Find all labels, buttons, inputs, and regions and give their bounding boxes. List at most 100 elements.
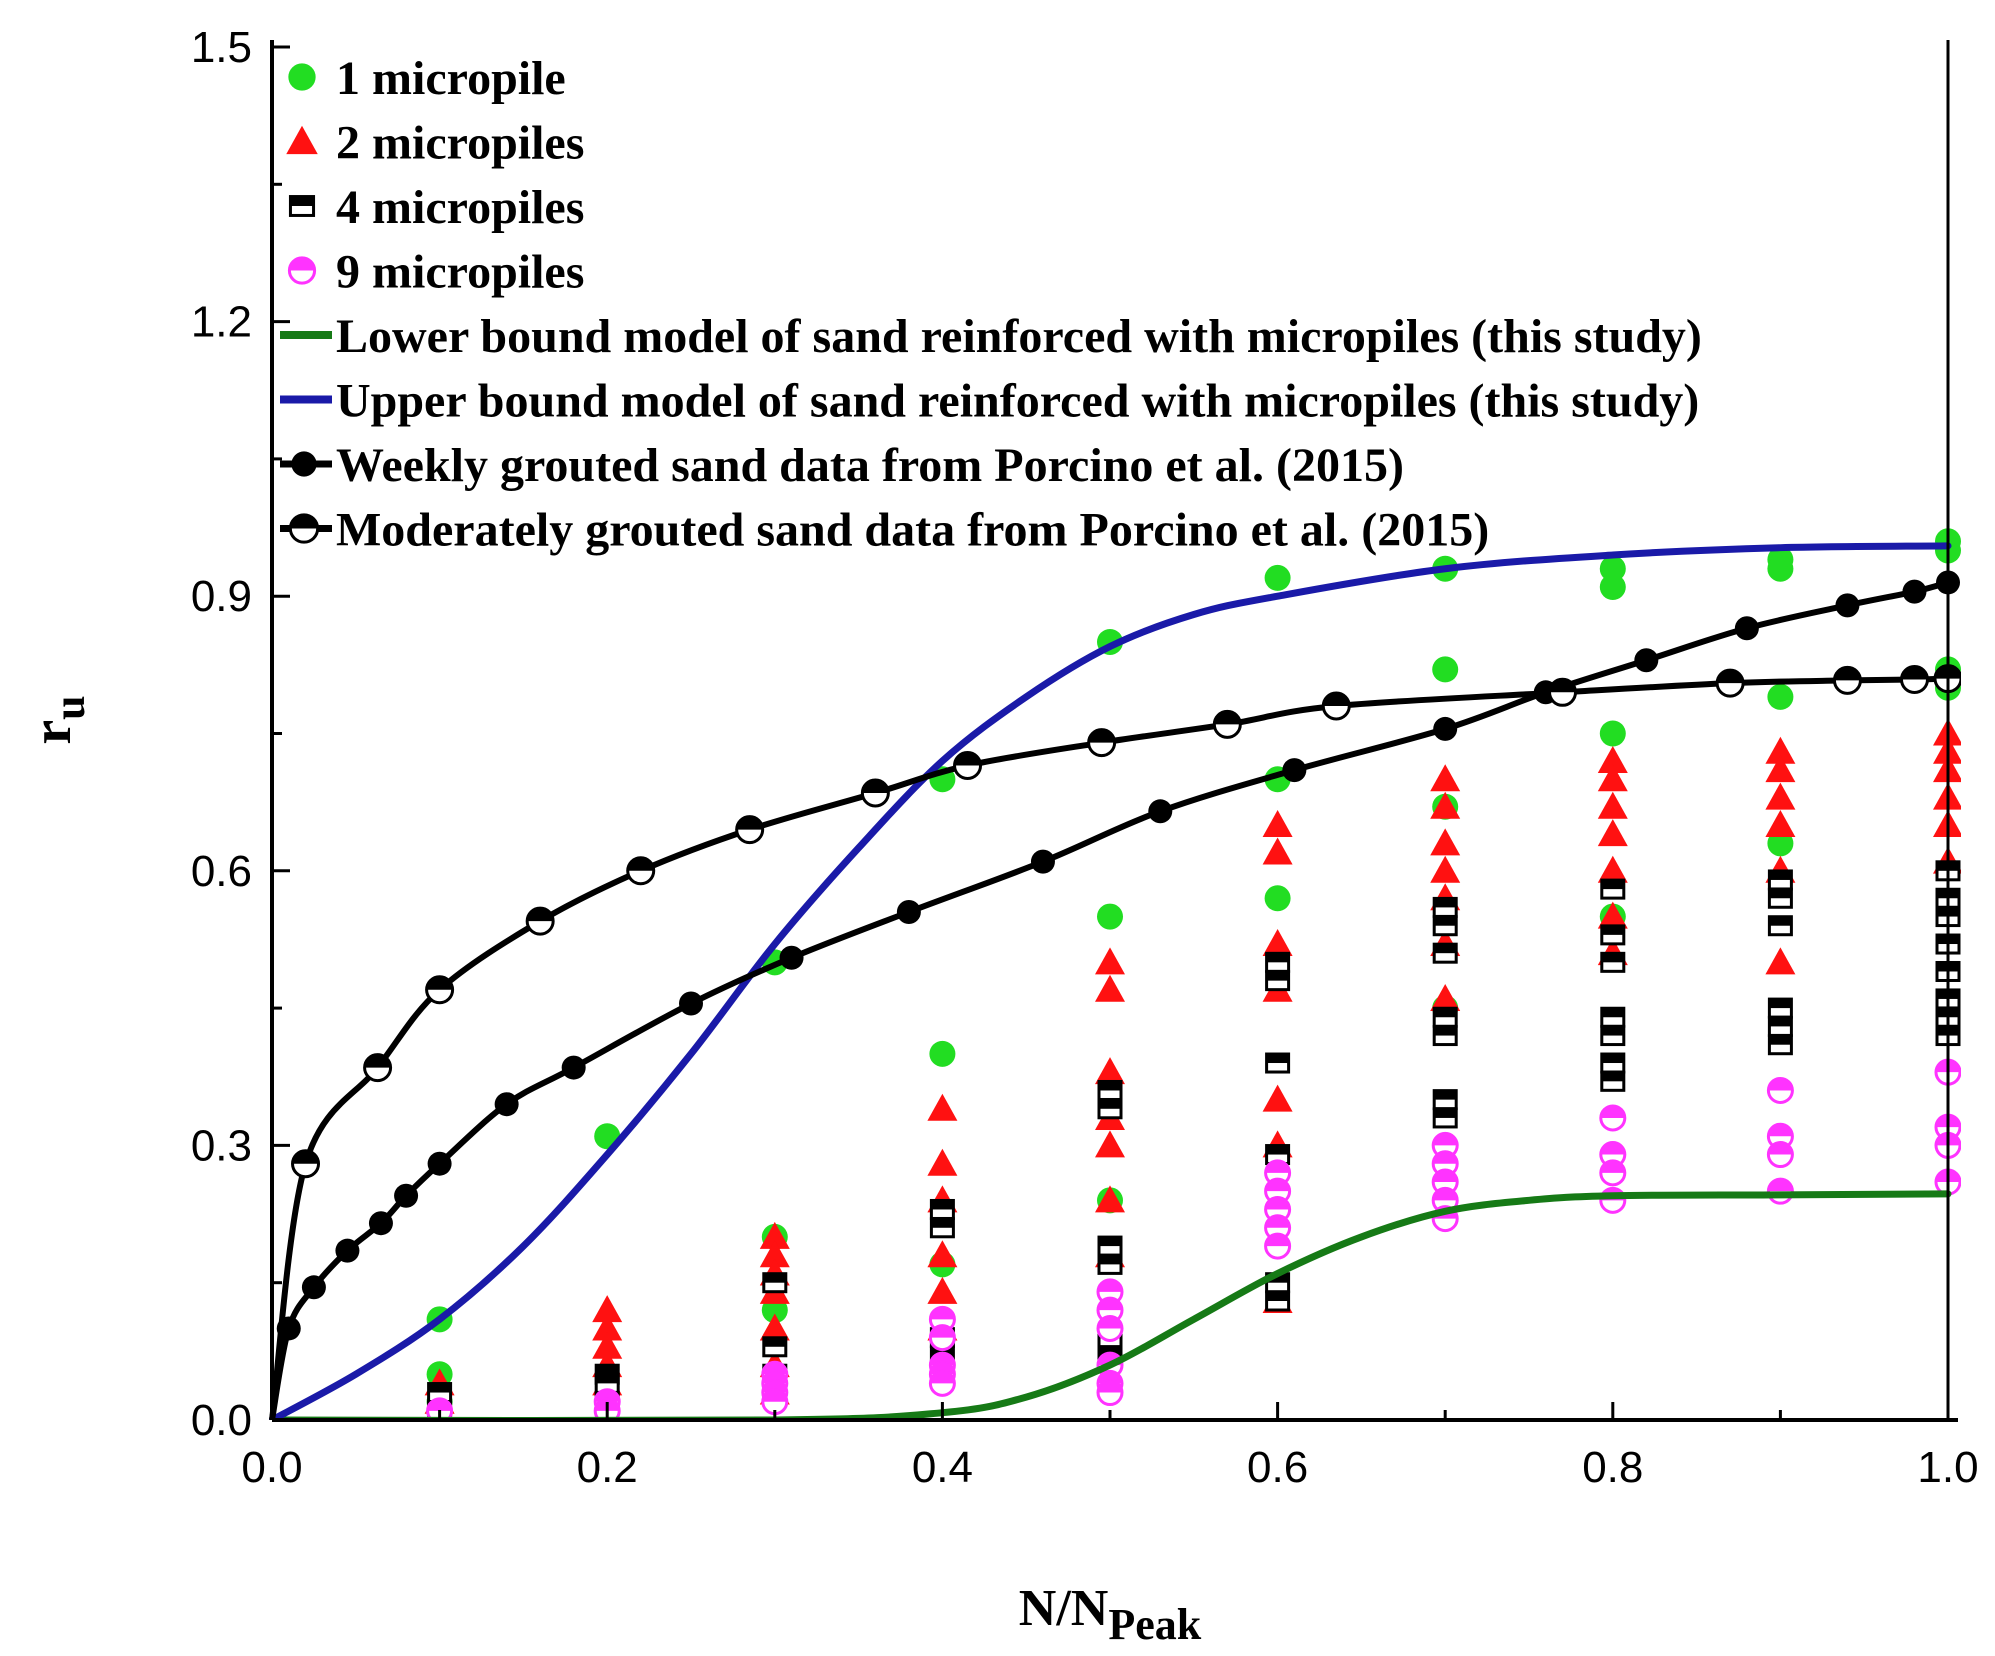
data-point-circle-9 xyxy=(929,1040,956,1067)
data-point-triangle-11-shape xyxy=(759,1313,790,1341)
y-axis-title-subscript: u xyxy=(45,695,94,719)
line-marker-half-circle-7-fill xyxy=(862,779,889,793)
data-point-circle-half-11 xyxy=(928,1369,956,1397)
line-marker-half-circle-13-fill xyxy=(1717,670,1744,684)
data-point-triangle-37 xyxy=(1430,855,1461,883)
data-point-triangle-18-shape xyxy=(927,1276,958,1304)
legend-symbol-3 xyxy=(287,256,317,285)
data-point-circle-half-12-fill xyxy=(1098,1279,1122,1292)
data-point-square-half-16 xyxy=(1097,1253,1123,1275)
x-tick-label: 0.2 xyxy=(577,1443,638,1492)
line-marker-filled-circle-6-shape xyxy=(427,1151,452,1176)
data-point-circle-half-10-fill xyxy=(930,1362,955,1375)
legend-label-1: 2 micropiles xyxy=(336,117,584,170)
data-point-square-half-25 xyxy=(1432,896,1458,918)
data-point-triangle-3-shape xyxy=(592,1313,623,1341)
data-point-square-half-28 xyxy=(1432,1006,1458,1028)
data-point-square-half-38 xyxy=(1600,1070,1626,1092)
data-point-circle-12-shape xyxy=(1097,903,1123,930)
line-marker-half-circle-10 xyxy=(1212,709,1242,739)
data-point-triangle-20-shape xyxy=(1095,947,1125,975)
line-marker-filled-circle-2-shape xyxy=(301,1275,326,1300)
x-tick-label: 0.6 xyxy=(1247,1443,1308,1492)
data-point-circle-half-28 xyxy=(1599,1104,1627,1132)
data-point-triangle-49 xyxy=(1765,755,1796,783)
data-point-triangle-2-shape xyxy=(592,1295,623,1323)
line-marker-half-circle-13 xyxy=(1715,668,1745,698)
data-point-circle-27 xyxy=(1767,683,1794,710)
data-point-triangle-34 xyxy=(1430,764,1461,792)
data-point-square-half-9-fill xyxy=(931,1200,954,1210)
legend-entry-1: 2 micropiles xyxy=(286,117,584,170)
line-marker-half-circle-15 xyxy=(1899,664,1929,694)
data-point-square-half-0 xyxy=(427,1382,453,1404)
line-marker-filled-circle-15-shape xyxy=(1433,716,1458,741)
data-point-square-half-43-fill xyxy=(1769,1017,1792,1027)
legend-label-3: 9 micropiles xyxy=(336,246,584,299)
data-point-square-half-10 xyxy=(929,1217,955,1239)
data-point-square-half-6-fill xyxy=(763,1337,786,1347)
data-point-circle-half-35-fill xyxy=(1768,1179,1793,1192)
data-point-square-half-30-fill xyxy=(1434,1090,1457,1100)
line-marker-filled-circle-5-shape xyxy=(394,1183,419,1208)
line-marker-half-circle-10-fill xyxy=(1214,711,1241,725)
data-point-square-half-41 xyxy=(1767,915,1793,937)
data-point-triangle-25 xyxy=(1095,1185,1125,1213)
x-axis-title-subscript: Peak xyxy=(1108,1600,1201,1649)
line-marker-filled-circle-10-shape xyxy=(779,945,804,970)
data-point-triangle-2 xyxy=(592,1295,623,1323)
data-point-triangle-8-shape xyxy=(759,1240,790,1268)
x-tick-label: 0.8 xyxy=(1582,1443,1643,1492)
data-point-circle-half-20-fill xyxy=(1265,1197,1290,1210)
data-point-triangle-40 xyxy=(1430,983,1461,1011)
legend-entry-4: Lower bound model of sand reinforced wit… xyxy=(280,310,1702,363)
data-point-square-half-16-fill xyxy=(1099,1255,1121,1265)
data-point-circle-half-0 xyxy=(426,1397,454,1420)
data-point-triangle-29-shape xyxy=(1262,929,1293,957)
x-axis-title: N/NPeak xyxy=(1019,1580,1202,1649)
x-axis-title-main: N/N xyxy=(1019,1580,1109,1637)
data-point-circle-half-17-fill xyxy=(1098,1380,1122,1393)
data-point-triangle-17-shape xyxy=(927,1240,958,1268)
data-point-triangle-3 xyxy=(592,1313,623,1341)
y-tick-label: 0.9 xyxy=(191,572,252,621)
data-point-triangle-14 xyxy=(927,1093,958,1121)
data-point-triangle-7 xyxy=(759,1221,790,1249)
data-point-square-half-13-fill xyxy=(1099,1081,1121,1091)
data-point-triangle-15 xyxy=(927,1148,958,1176)
data-point-triangle-43 xyxy=(1597,791,1628,819)
data-point-circle-half-18-fill xyxy=(1265,1160,1290,1173)
line-marker-half-circle-1-fill xyxy=(292,1150,319,1164)
data-point-circle-23-shape xyxy=(1599,720,1626,747)
data-point-triangle-46 xyxy=(1597,901,1628,929)
line-marker-half-circle-11-fill xyxy=(1323,693,1350,707)
data-point-circle-half-14-fill xyxy=(1098,1316,1122,1329)
line-marker-filled-circle-19-shape xyxy=(1835,593,1860,618)
data-point-square-half-29-fill xyxy=(1434,1026,1457,1036)
legend-symbol-6-shape xyxy=(291,451,317,477)
data-point-triangle-48-shape xyxy=(1765,736,1796,764)
data-point-square-half-40-fill xyxy=(1769,889,1792,899)
line-marker-filled-circle-7 xyxy=(494,1092,519,1117)
data-point-square-half-33 xyxy=(1600,924,1626,946)
data-point-circle-half-8-fill xyxy=(930,1325,955,1338)
data-point-square-half-3-fill xyxy=(596,1374,619,1384)
legend-label-7: Moderately grouted sand data from Porcin… xyxy=(336,504,1489,557)
data-point-square-half-26 xyxy=(1432,915,1458,937)
data-point-circle-half-7-fill xyxy=(930,1307,955,1320)
data-point-square-half-42-fill xyxy=(1769,999,1792,1009)
data-point-circle-half-32-fill xyxy=(1768,1078,1793,1091)
line-marker-half-circle-1 xyxy=(291,1149,321,1179)
data-point-square-half-2-fill xyxy=(596,1365,619,1375)
data-point-square-half-23-fill xyxy=(1266,1273,1289,1283)
legend-label-2: 4 micropiles xyxy=(336,181,584,234)
data-point-triangle-41-shape xyxy=(1597,745,1628,773)
data-point-triangle-42-shape xyxy=(1597,764,1628,792)
line-marker-filled-circle-12-shape xyxy=(1030,849,1055,874)
data-point-triangle-24 xyxy=(1095,1130,1125,1158)
line-marker-half-circle-15-fill xyxy=(1901,666,1928,680)
data-point-triangle-41 xyxy=(1597,745,1628,773)
line-marker-half-circle-9 xyxy=(1087,728,1117,758)
data-point-circle-half-24 xyxy=(1431,1150,1459,1178)
